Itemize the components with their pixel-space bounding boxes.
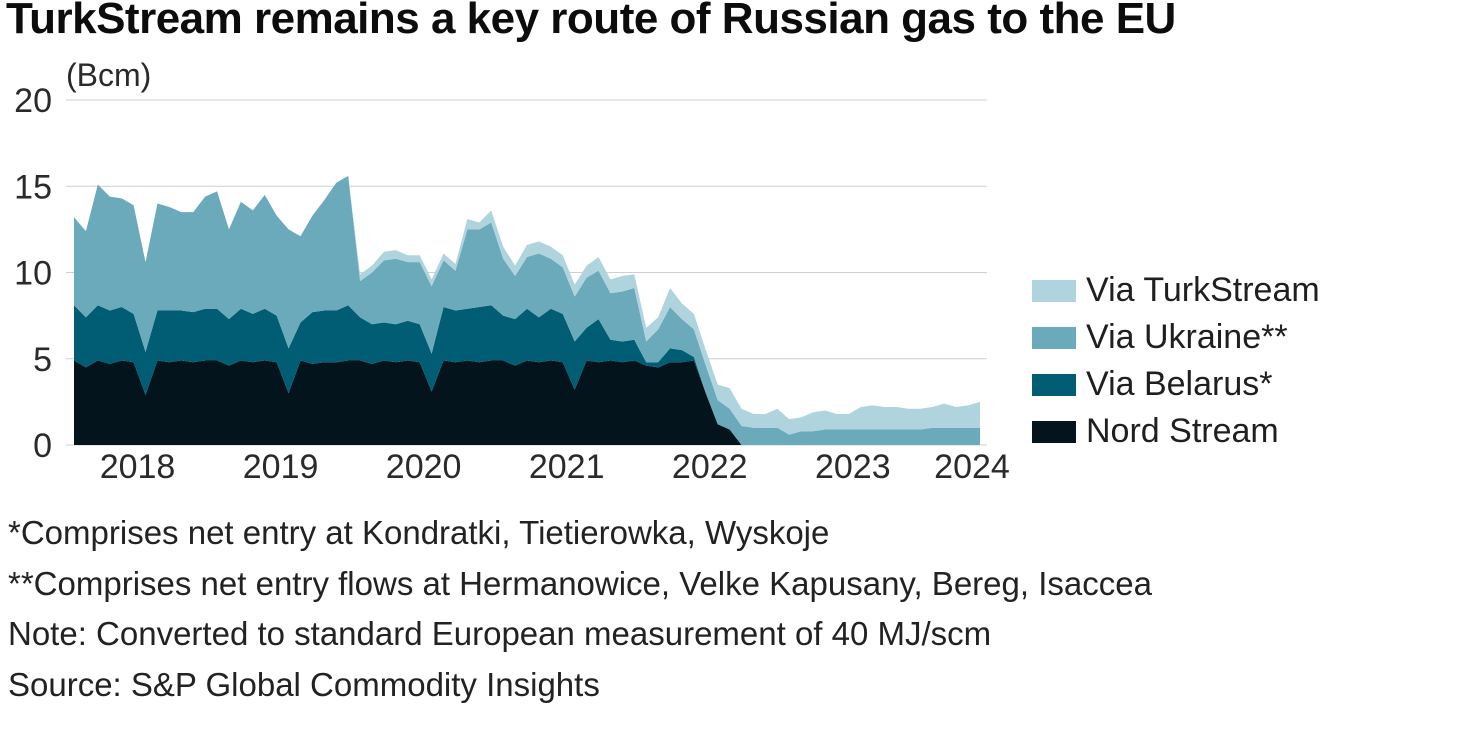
footnote-ukraine: **Comprises net entry flows at Hermanowi… [8, 564, 1152, 602]
y-axis-unit-label: (Bcm) [66, 57, 151, 93]
y-tick-label-0: 0 [33, 427, 52, 465]
footnote-source: Source: S&P Global Commodity Insights [8, 665, 600, 703]
legend-swatch-ukraine [1032, 326, 1076, 349]
chart-title: TurkStream remains a key route of Russia… [6, 0, 1176, 43]
stacked-areas [74, 175, 980, 445]
legend-label-nord-stream: Nord Stream [1086, 412, 1279, 450]
legend-swatch-nord-stream [1032, 420, 1076, 443]
footnote-belarus: *Comprises net entry at Kondratki, Tieti… [8, 514, 830, 551]
area-series-via-turkstream [74, 175, 980, 435]
legend-item-ukraine: Via Ukraine** [1032, 314, 1320, 361]
y-tick-label-20: 20 [14, 82, 52, 120]
footnote-conversion: Note: Converted to standard European mea… [8, 615, 992, 652]
area-series-nord-stream [74, 360, 980, 445]
legend-label-ukraine: Via Ukraine** [1086, 318, 1288, 356]
y-tick-label-10: 10 [14, 255, 52, 293]
x-tick-label-2024: 2024 [934, 448, 1010, 486]
chart-footnotes: *Comprises net entry at Kondratki, Tieti… [8, 508, 1152, 710]
x-tick-label-2018: 2018 [100, 448, 176, 486]
axis-ticks: 0 5 10 15 20 (Bcm) 2018 2019 2020 2021 2022 2023 202… [14, 57, 1010, 486]
area-series-via-ukraine [74, 175, 980, 445]
x-tick-label-2022: 2022 [672, 448, 748, 486]
y-tick-label-5: 5 [33, 341, 52, 379]
area-series-via-belarus [74, 305, 980, 445]
legend-item-belarus: Via Belarus* [1032, 361, 1320, 408]
legend-label-turkstream: Via TurkStream [1086, 271, 1320, 309]
chart-legend: Via TurkStream Via Ukraine** Via Belarus… [1032, 267, 1320, 455]
y-tick-label-15: 15 [14, 168, 52, 206]
x-tick-label-2023: 2023 [815, 448, 891, 486]
legend-swatch-turkstream [1032, 279, 1076, 302]
x-tick-label-2020: 2020 [386, 448, 462, 486]
legend-item-nord-stream: Nord Stream [1032, 408, 1320, 455]
x-tick-label-2021: 2021 [529, 448, 605, 486]
legend-item-turkstream: Via TurkStream [1032, 267, 1320, 314]
legend-swatch-belarus [1032, 373, 1076, 396]
legend-label-belarus: Via Belarus* [1086, 365, 1273, 403]
x-tick-label-2019: 2019 [243, 448, 319, 486]
